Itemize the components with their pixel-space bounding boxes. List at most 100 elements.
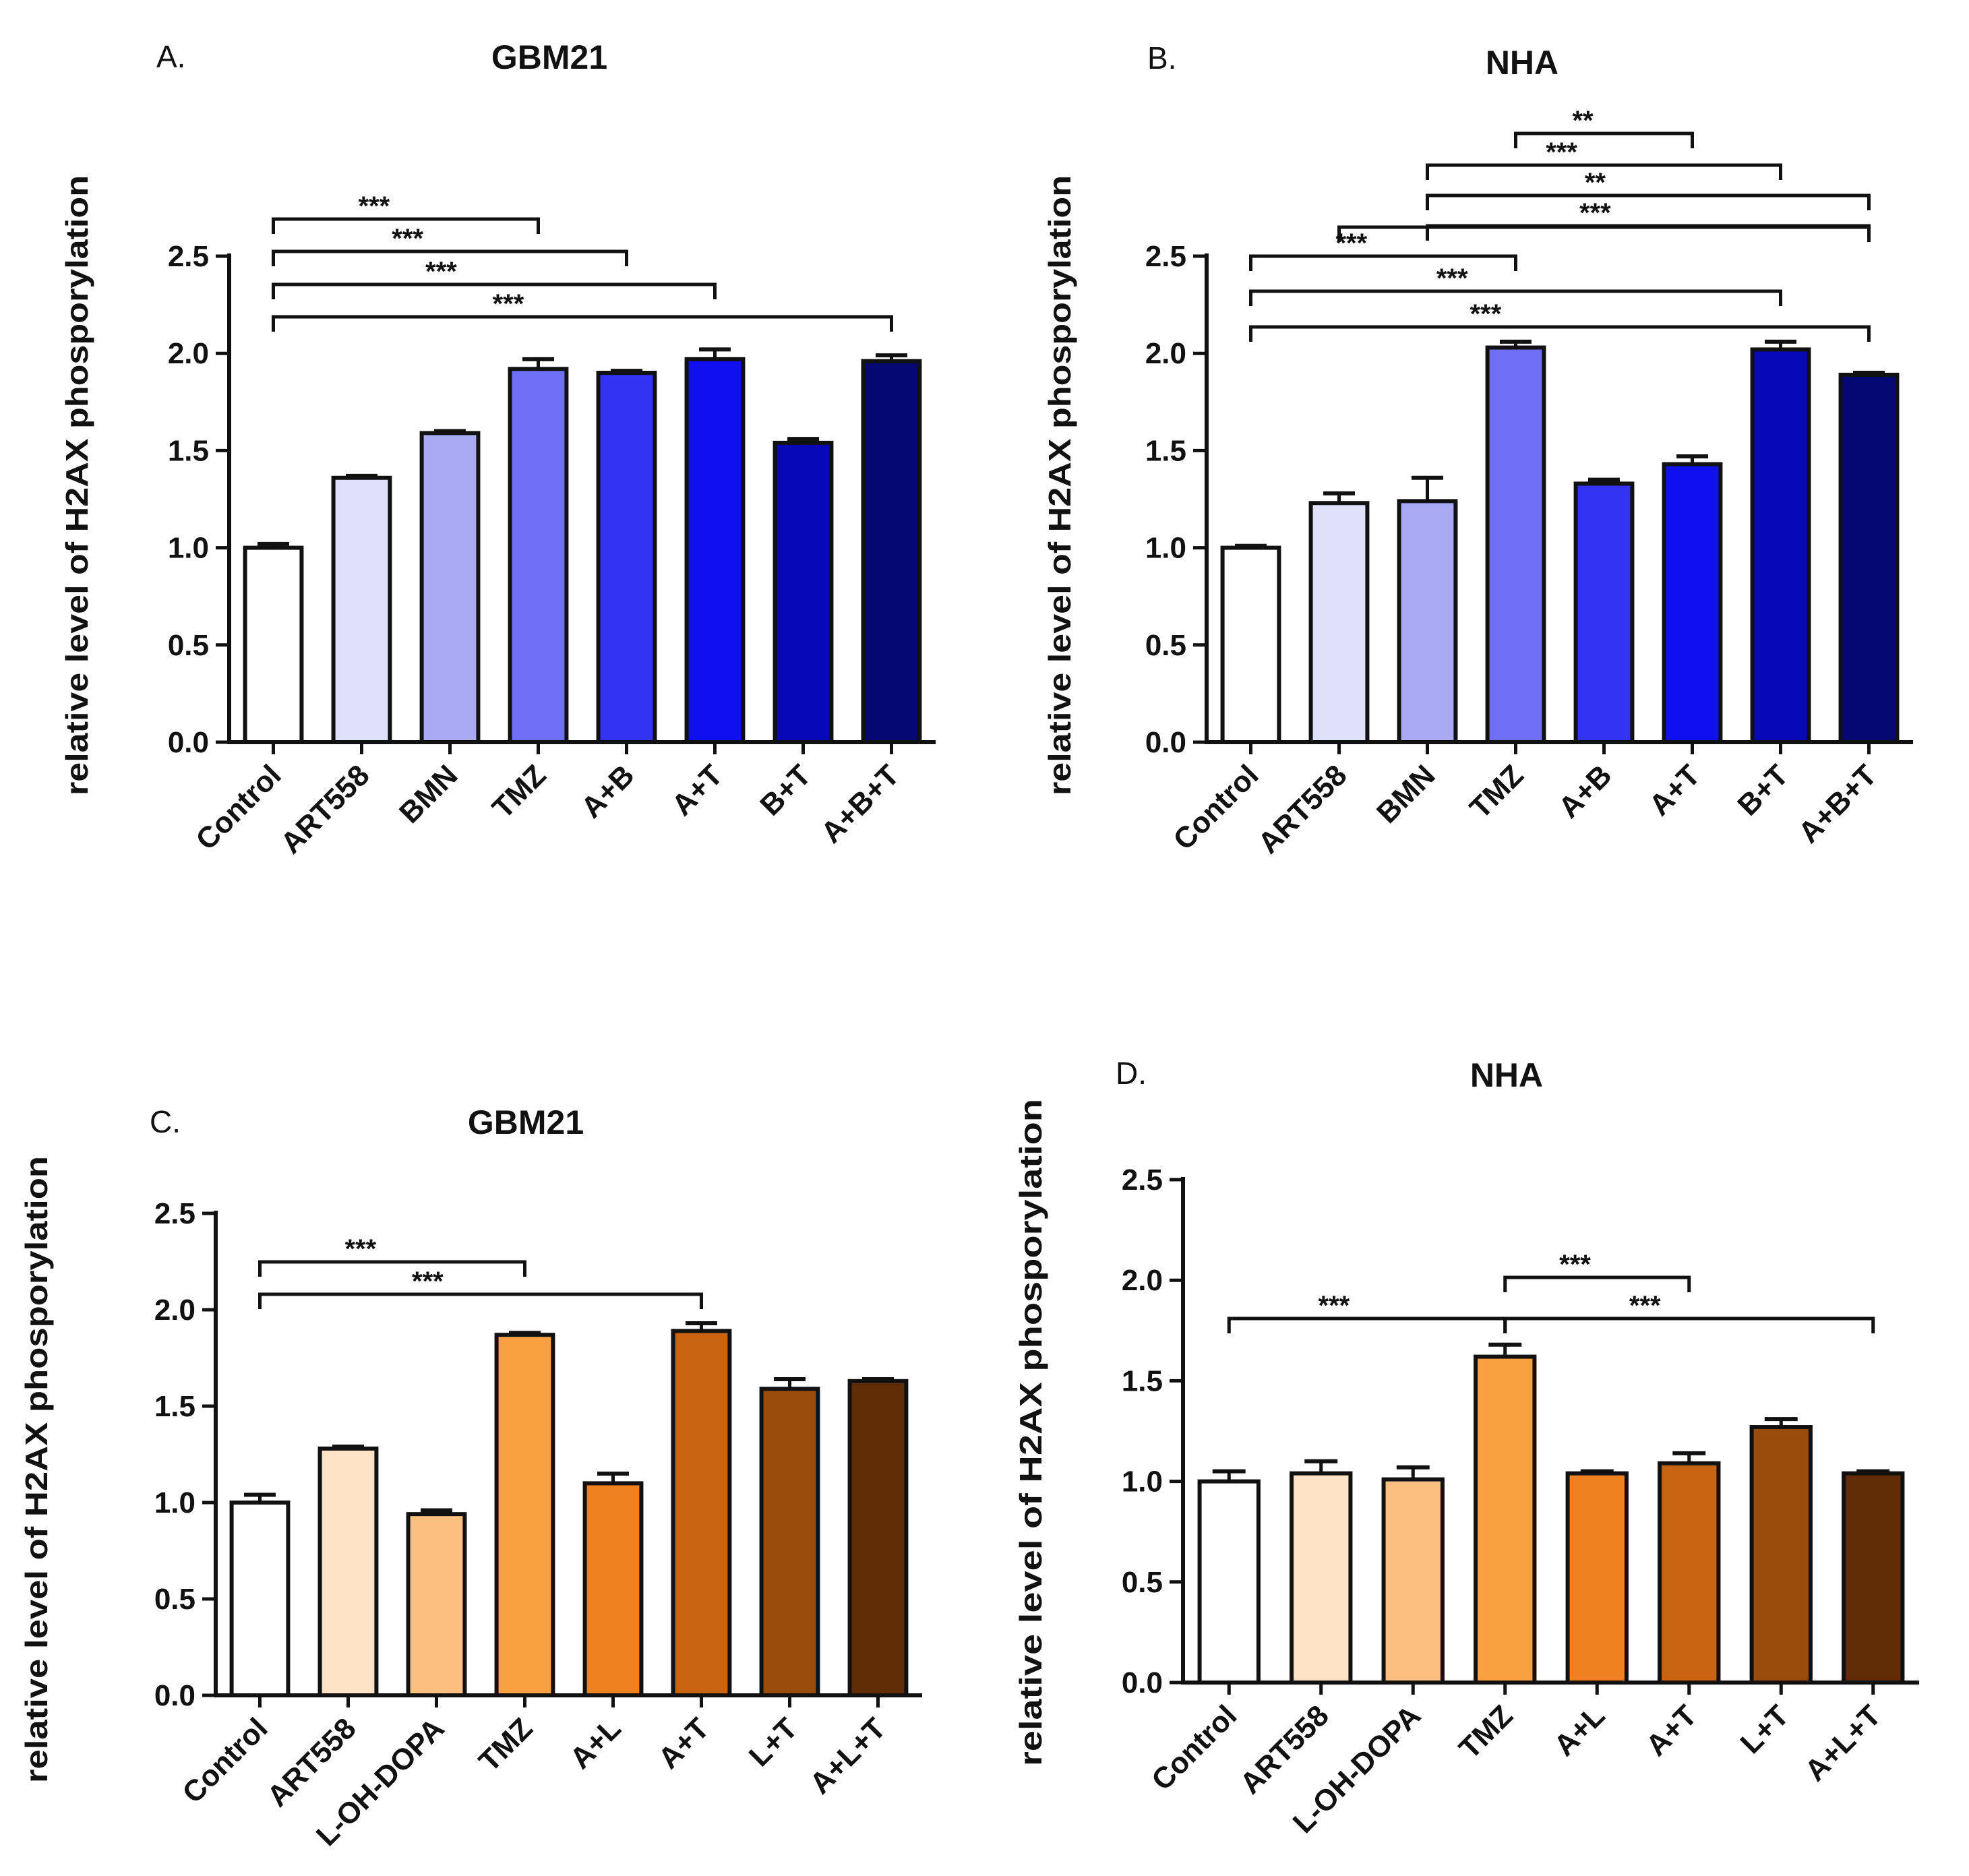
x-tick-label: TMZ: [486, 758, 553, 825]
significance-bracket: [272, 315, 893, 332]
y-tick-label: 0.0: [154, 1679, 195, 1712]
significance-bracket: [272, 249, 628, 266]
x-tick-label: A+B: [575, 758, 641, 824]
y-tick-label: 2.0: [154, 1294, 195, 1327]
bar: [1565, 1471, 1629, 1685]
y-tick-label: 0.5: [1145, 629, 1186, 662]
x-tick-label: L+T: [743, 1712, 804, 1773]
bar: [494, 1333, 555, 1698]
significance-label: ***: [1629, 1291, 1661, 1321]
significance-label: ***: [344, 1234, 376, 1264]
significance-bracket: [258, 1260, 526, 1277]
x-tick-label: BMN: [393, 758, 464, 830]
significance-label: ***: [1470, 299, 1502, 329]
bar: [861, 359, 922, 744]
x-tick-label: ART558: [1252, 758, 1354, 860]
significance-label: ***: [412, 1267, 444, 1296]
y-tick-label: 1.5: [1145, 434, 1186, 467]
significance-label: ***: [1436, 264, 1468, 293]
chart-title: NHA: [1486, 44, 1558, 82]
x-tick-label: B+T: [754, 758, 817, 822]
significance-bracket: [1249, 254, 1517, 271]
significance-label: ***: [1559, 1250, 1591, 1279]
bar: [1658, 1461, 1721, 1685]
x-tick-label: TMZ: [1463, 758, 1530, 825]
x-tick-label: B+T: [1731, 758, 1794, 822]
y-tick-label: 0.5: [168, 629, 209, 662]
y-tick-label: 2.5: [154, 1197, 195, 1230]
y-tick-label: 1.5: [168, 434, 209, 467]
bar: [1308, 501, 1370, 744]
x-tick-label: Control: [189, 758, 287, 856]
x-tick-label: A+B: [1552, 758, 1618, 824]
bar: [671, 1329, 732, 1697]
y-tick-label: 2.5: [1122, 1163, 1163, 1197]
bar: [317, 1446, 379, 1697]
x-tick-label: A+T: [1643, 758, 1706, 822]
y-tick-label: 1.5: [1122, 1364, 1163, 1397]
significance-bracket: [1514, 131, 1694, 148]
y-axis-label: relative level of H2AX phosporylation: [1013, 1099, 1048, 1766]
significance-bracket: [258, 1292, 703, 1309]
bar: [331, 475, 392, 744]
significance-bracket: [1249, 289, 1782, 306]
significance-bracket: [1227, 1317, 1507, 1333]
bar: [847, 1379, 909, 1698]
bar: [1197, 1479, 1261, 1685]
bar: [1485, 345, 1546, 744]
x-tick-label: A+B+T: [1792, 758, 1883, 849]
chart-title: NHA: [1470, 1056, 1543, 1094]
chart-title: GBM21: [468, 1103, 584, 1141]
y-axis-label: relative level of H2AX phosporylation: [59, 175, 94, 795]
x-tick-label: A+T: [652, 1712, 715, 1775]
bar: [1397, 499, 1458, 744]
bar: [596, 371, 657, 744]
panel-letter: A.: [156, 39, 185, 74]
x-tick-label: A+T: [665, 758, 729, 822]
significance-bracket: [1426, 193, 1871, 210]
y-axis-label: relative level of H2AX phosporylation: [19, 1156, 54, 1783]
x-tick-label: A+L: [1548, 1699, 1611, 1762]
x-tick-label: Control: [1145, 1699, 1243, 1796]
chart-panel-3: C. GBM21 relative level of H2AX phosporyla…: [19, 1103, 922, 1852]
significance-label: ***: [1335, 229, 1367, 258]
y-tick-label: 1.0: [1122, 1465, 1163, 1499]
bar: [1290, 1471, 1353, 1685]
significance-bracket: [1503, 1317, 1875, 1333]
y-tick-label: 0.0: [168, 726, 209, 759]
significance-bracket: [1503, 1275, 1691, 1292]
significance-label: ***: [392, 224, 423, 253]
y-tick-label: 0.5: [154, 1583, 195, 1616]
x-tick-label: A+T: [1640, 1699, 1703, 1762]
panel-letter: D.: [1116, 1056, 1147, 1091]
chart-panel-4: D. NHA relative level of H2AX phosporylati…: [1013, 1056, 1919, 1840]
x-tick-label: A+L: [564, 1712, 627, 1775]
bar: [1842, 1471, 1905, 1685]
y-tick-label: 0.5: [1122, 1566, 1163, 1599]
x-tick-label: TMZ: [473, 1712, 539, 1778]
chart-panel-2: B. NHA relative level of H2AX phosporylati…: [1042, 40, 1913, 860]
panel-letter: C.: [150, 1104, 181, 1139]
bar: [1662, 462, 1723, 744]
bar: [229, 1501, 291, 1697]
x-tick-label: A+L+T: [1798, 1699, 1887, 1788]
y-tick-label: 0.0: [1145, 726, 1186, 759]
significance-bracket: [272, 282, 717, 299]
bar: [1838, 372, 1900, 744]
bar: [759, 1387, 820, 1697]
y-tick-label: 1.0: [154, 1486, 195, 1519]
bar: [1381, 1477, 1445, 1685]
significance-label: ***: [1579, 198, 1611, 228]
bar: [406, 1512, 467, 1697]
bar: [1573, 481, 1635, 744]
y-tick-label: 2.0: [1145, 337, 1186, 370]
x-tick-label: ART558: [274, 758, 376, 860]
bar: [684, 357, 746, 744]
bar: [243, 545, 304, 744]
significance-label: ***: [425, 257, 457, 286]
significance-bracket: [272, 217, 540, 234]
x-tick-label: A+B+T: [815, 758, 906, 849]
chart-panel-1: A. GBM21 relative level of H2AX phosporyla…: [59, 38, 936, 860]
bar: [582, 1481, 644, 1697]
